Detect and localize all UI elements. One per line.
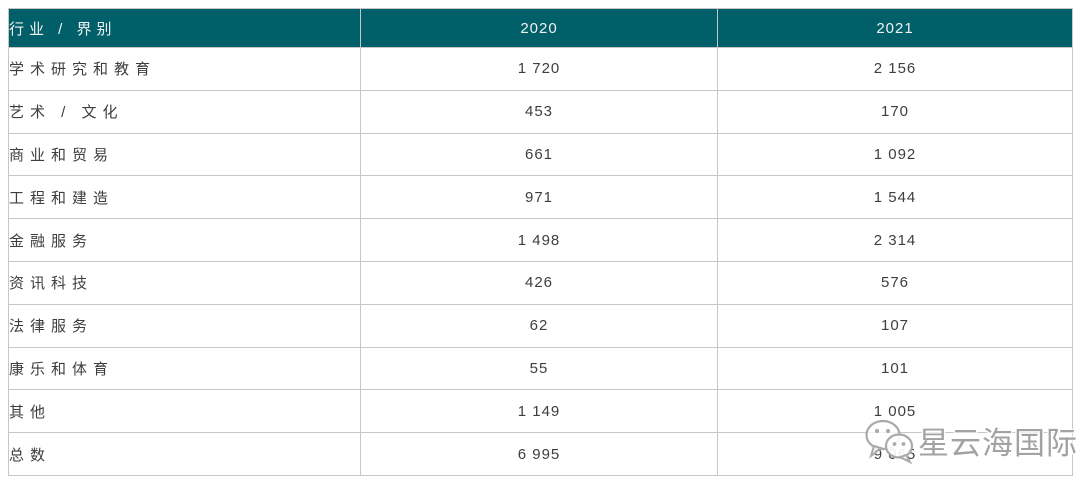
column-header-industry: 行业 / 界别	[8, 8, 361, 48]
row-label: 总数	[8, 432, 361, 476]
row-label: 资讯科技	[8, 260, 361, 305]
table-header-row: 行业 / 界别 2020 2021	[8, 8, 1073, 48]
table-row: 艺术 / 文化 453 170	[8, 89, 1073, 134]
value-2021: 170	[717, 89, 1073, 134]
value-2021: 9 065	[717, 432, 1073, 476]
table-row: 法律服务 62 107	[8, 303, 1073, 348]
table-row-total: 总数 6 995 9 065	[8, 432, 1073, 476]
row-label: 艺术 / 文化	[8, 89, 361, 134]
value-2020: 426	[360, 260, 718, 305]
column-header-2021: 2021	[717, 8, 1073, 48]
table-row: 工程和建造 971 1 544	[8, 175, 1073, 220]
value-2020: 62	[360, 303, 718, 348]
table-row: 商业和贸易 661 1 092	[8, 132, 1073, 177]
value-2020: 1 720	[360, 47, 718, 91]
table-row: 其他 1 149 1 005	[8, 389, 1073, 434]
value-2020: 661	[360, 132, 718, 177]
value-2021: 2 314	[717, 218, 1073, 262]
row-label: 商业和贸易	[8, 132, 361, 177]
value-2020: 55	[360, 346, 718, 391]
row-label: 其他	[8, 389, 361, 434]
table-row: 学术研究和教育 1 720 2 156	[8, 47, 1073, 91]
value-2021: 1 005	[717, 389, 1073, 434]
value-2021: 1 544	[717, 175, 1073, 220]
row-label: 康乐和体育	[8, 346, 361, 391]
value-2021: 107	[717, 303, 1073, 348]
table-row: 康乐和体育 55 101	[8, 346, 1073, 391]
value-2020: 1 149	[360, 389, 718, 434]
value-2020: 1 498	[360, 218, 718, 262]
industry-table: 行业 / 界别 2020 2021 学术研究和教育 1 720 2 156 艺术…	[8, 8, 1073, 476]
column-header-2020: 2020	[360, 8, 718, 48]
table-row: 金融服务 1 498 2 314	[8, 218, 1073, 262]
value-2021: 1 092	[717, 132, 1073, 177]
row-label: 金融服务	[8, 218, 361, 262]
row-label: 工程和建造	[8, 175, 361, 220]
value-2021: 2 156	[717, 47, 1073, 91]
row-label: 学术研究和教育	[8, 47, 361, 91]
value-2020: 971	[360, 175, 718, 220]
value-2021: 101	[717, 346, 1073, 391]
value-2021: 576	[717, 260, 1073, 305]
industry-table-container: 行业 / 界别 2020 2021 学术研究和教育 1 720 2 156 艺术…	[8, 8, 1073, 476]
row-label: 法律服务	[8, 303, 361, 348]
value-2020: 453	[360, 89, 718, 134]
table-row: 资讯科技 426 576	[8, 260, 1073, 305]
value-2020: 6 995	[360, 432, 718, 476]
